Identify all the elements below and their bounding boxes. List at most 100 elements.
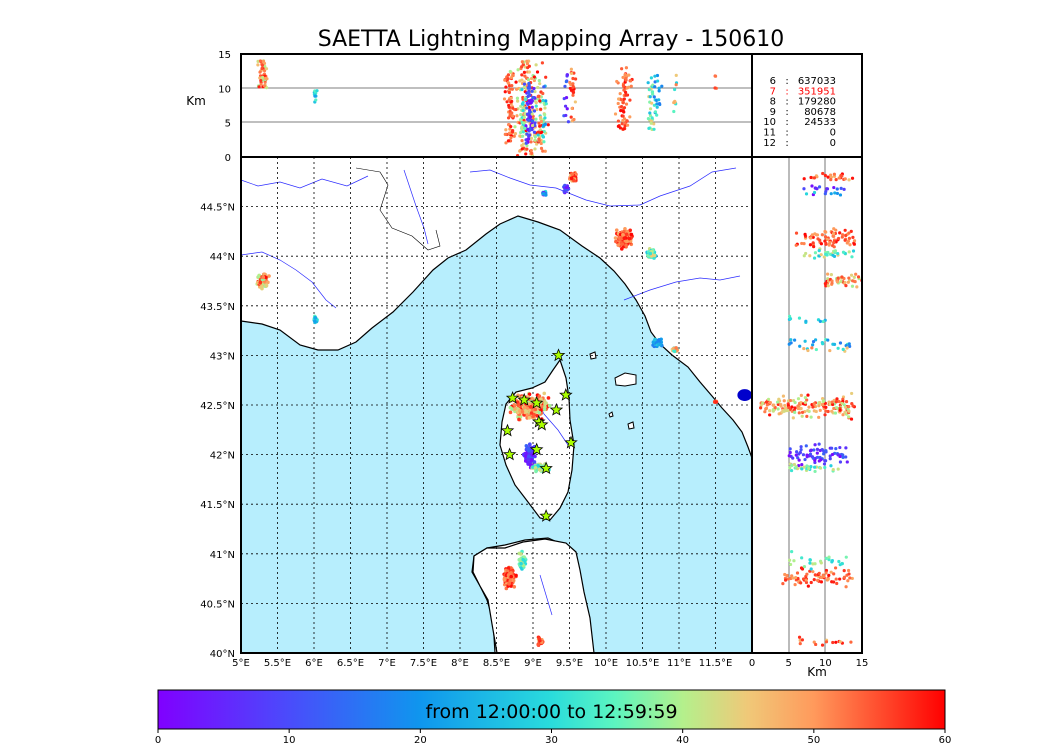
lightning-source-altitude: [536, 130, 541, 134]
lightning-source-side: [838, 577, 842, 581]
lightning-source-altitude: [621, 127, 626, 131]
lightning-source-side: [793, 338, 797, 342]
lightning-source-side: [818, 238, 822, 242]
lightning-source-altitude: [620, 98, 624, 102]
lightning-source-side: [812, 245, 816, 249]
lightning-source-altitude: [628, 98, 632, 102]
lightning-source-side: [799, 400, 803, 405]
lightning-source: [527, 402, 532, 406]
lightning-source-altitude: [506, 77, 510, 81]
lightning-source-side: [844, 446, 848, 450]
lightning-source: [543, 401, 547, 406]
lightning-source-side: [812, 256, 817, 260]
lightning-source-side: [799, 393, 803, 397]
lightning-source-altitude: [564, 96, 569, 100]
lightning-source-side: [841, 453, 845, 457]
lightning-source-side: [790, 405, 794, 409]
lightning-source: [624, 243, 628, 248]
lightning-source-side: [817, 442, 821, 446]
lightning-source-altitude: [544, 99, 548, 103]
station-count-value: 0: [830, 128, 836, 139]
lightning-source-altitude: [529, 148, 533, 153]
lightning-source-side: [819, 580, 824, 584]
lightning-source-side: [811, 405, 815, 409]
lightning-source-side: [827, 555, 831, 559]
lightning-source-altitude: [655, 102, 659, 106]
lightning-source-altitude: [564, 79, 568, 84]
lightning-source-side: [785, 573, 789, 578]
lightning-source-side: [814, 409, 818, 414]
lightning-source-side: [776, 407, 780, 411]
lightning-source-side: [804, 580, 809, 585]
lightning-source-altitude: [525, 132, 529, 136]
lightning-source-side: [811, 241, 815, 245]
lightning-source: [562, 189, 567, 194]
lightning-source-side: [809, 415, 813, 419]
lightning-source-side: [842, 569, 846, 573]
lightning-source-side: [847, 405, 851, 409]
map-xtick-label: 8.5°E: [483, 658, 510, 669]
lightning-source-altitude: [510, 130, 515, 134]
station-count-value: 637033: [798, 76, 836, 87]
station-count-value: 351951: [798, 86, 836, 97]
lightning-source-side: [823, 229, 827, 234]
lake: [737, 389, 752, 402]
lightning-source-side: [847, 231, 851, 235]
lightning-source-side: [834, 577, 838, 581]
lightning-source-side: [830, 281, 834, 285]
lightning-source-side: [827, 558, 831, 562]
chart-title: SAETTA Lightning Mapping Array - 150610: [318, 27, 785, 52]
lightning-source-side: [820, 643, 825, 647]
station-count-value: 24533: [804, 117, 836, 128]
lightning-source-altitude: [564, 113, 568, 118]
lightning-source: [535, 414, 539, 418]
lightning-source-side: [788, 562, 793, 567]
lightning-source-altitude: [525, 147, 529, 151]
lightning-source-side: [796, 397, 801, 401]
lightning-source-side: [766, 397, 771, 401]
lightning-source-side: [783, 572, 787, 577]
lightning-source-altitude: [504, 128, 508, 132]
lightning-source-altitude: [533, 89, 537, 94]
station-count-label: 8: [770, 97, 776, 108]
lightning-source: [537, 467, 542, 472]
lightning-source-side: [832, 406, 836, 411]
station-count-value: 0: [830, 138, 836, 149]
lightning-source-side: [815, 233, 820, 237]
lightning-source-altitude: [527, 81, 531, 86]
lightning-source-altitude: [258, 76, 262, 80]
lightning-source-altitude: [571, 93, 575, 97]
lightning-source-altitude: [533, 138, 537, 142]
lightning-source-altitude: [620, 67, 624, 71]
lightning-source: [627, 236, 632, 241]
lightning-source-side: [831, 640, 835, 645]
lightning-source-altitude: [623, 124, 627, 128]
lightning-source-side: [788, 398, 793, 403]
lightning-source-side: [800, 410, 805, 414]
lightning-source-altitude: [507, 103, 511, 108]
colorbar-tick-label: 50: [807, 735, 820, 746]
lightning-source-side: [807, 405, 811, 409]
lightning-source-altitude: [315, 89, 319, 93]
lightning-source-side: [814, 642, 818, 647]
lightning-source-side: [818, 408, 822, 412]
lightning-source-altitude: [538, 124, 542, 128]
lightning-source-side: [777, 397, 781, 401]
lightning-source-altitude: [509, 135, 513, 140]
lightning-source-side: [847, 415, 851, 419]
lightning-source-altitude: [527, 105, 531, 110]
lightning-source-altitude: [541, 91, 545, 96]
lightning-source-altitude: [525, 59, 529, 63]
station-count-sep: :: [785, 128, 788, 139]
lightning-source-side: [765, 403, 769, 407]
lightning-source: [509, 574, 514, 579]
lightning-source: [614, 239, 618, 244]
lightning-source-side: [817, 404, 821, 408]
lightning-source-altitude: [534, 117, 538, 121]
lightning-source-altitude: [532, 130, 537, 134]
station-count-label: 10: [763, 117, 776, 128]
lightning-source-side: [850, 576, 854, 581]
lightning-source-altitude: [259, 78, 263, 83]
lightning-source-side: [800, 241, 804, 246]
lightning-source-altitude: [522, 118, 526, 122]
